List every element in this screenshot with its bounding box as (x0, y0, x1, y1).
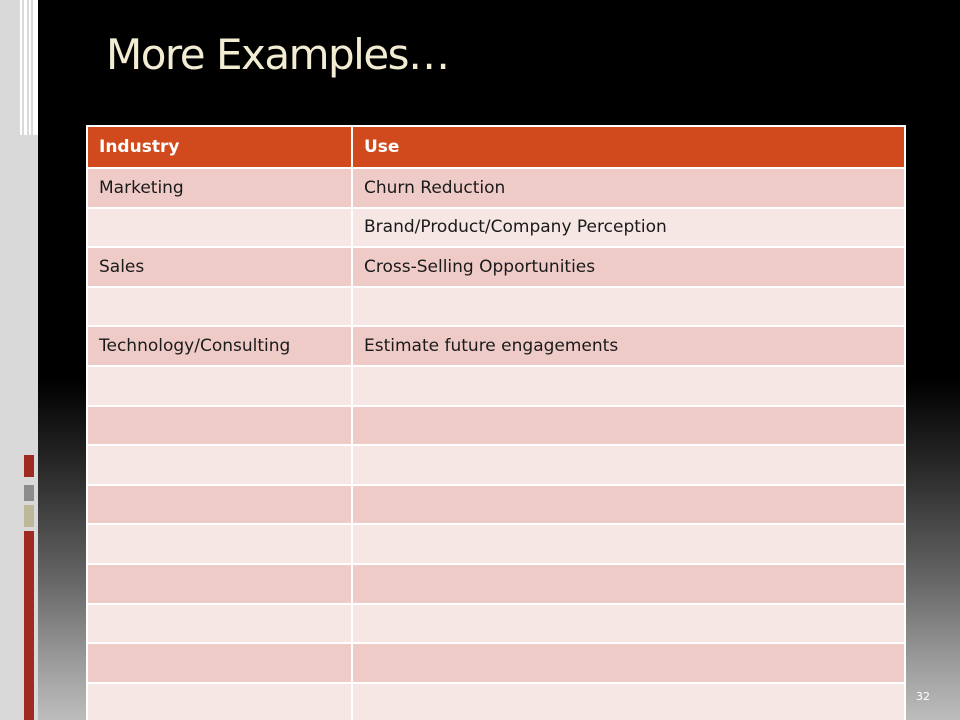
table-row (86, 523, 906, 565)
table-row (86, 364, 906, 407)
cell-industry (86, 562, 353, 605)
cell-use (351, 523, 906, 565)
slide-title: More Examples… (106, 30, 450, 79)
header-use: Use (351, 125, 906, 169)
cell-industry (86, 206, 353, 249)
cell-use (351, 285, 906, 328)
cell-industry (86, 483, 353, 526)
page-number: 32 (916, 690, 930, 703)
decorative-stripes-top (20, 0, 38, 135)
table-row (86, 444, 906, 486)
cell-industry (86, 285, 353, 328)
cell-use: Brand/Product/Company Perception (351, 206, 906, 249)
cell-use (351, 404, 906, 447)
table-row: Sales Cross-Selling Opportunities (86, 246, 906, 288)
cell-use (351, 562, 906, 605)
cell-industry (86, 681, 353, 720)
cell-industry (86, 444, 353, 486)
cell-industry (86, 364, 353, 407)
table-row (86, 642, 906, 684)
cell-industry (86, 642, 353, 684)
table-row (86, 681, 906, 720)
cell-use: Estimate future engagements (351, 325, 906, 367)
header-industry: Industry (86, 125, 353, 169)
industry-use-table: Industry Use Marketing Churn Reduction Bra… (86, 125, 906, 720)
table-row: Marketing Churn Reduction (86, 167, 906, 209)
table-row (86, 483, 906, 526)
table-row (86, 285, 906, 328)
cell-industry: Marketing (86, 167, 353, 209)
table-header-row: Industry Use (86, 125, 906, 169)
table-row: Brand/Product/Company Perception (86, 206, 906, 249)
table-row (86, 562, 906, 605)
cell-use (351, 602, 906, 645)
cell-industry (86, 602, 353, 645)
cell-industry (86, 404, 353, 447)
table-row (86, 404, 906, 447)
cell-use (351, 681, 906, 720)
decorative-stripes-bottom (24, 455, 38, 720)
cell-use: Churn Reduction (351, 167, 906, 209)
cell-use: Cross-Selling Opportunities (351, 246, 906, 288)
cell-industry: Sales (86, 246, 353, 288)
cell-use (351, 483, 906, 526)
table-row: Technology/Consulting Estimate future eng… (86, 325, 906, 367)
cell-industry: Technology/Consulting (86, 325, 353, 367)
table-row (86, 602, 906, 645)
cell-use (351, 642, 906, 684)
cell-use (351, 444, 906, 486)
cell-use (351, 364, 906, 407)
cell-industry (86, 523, 353, 565)
